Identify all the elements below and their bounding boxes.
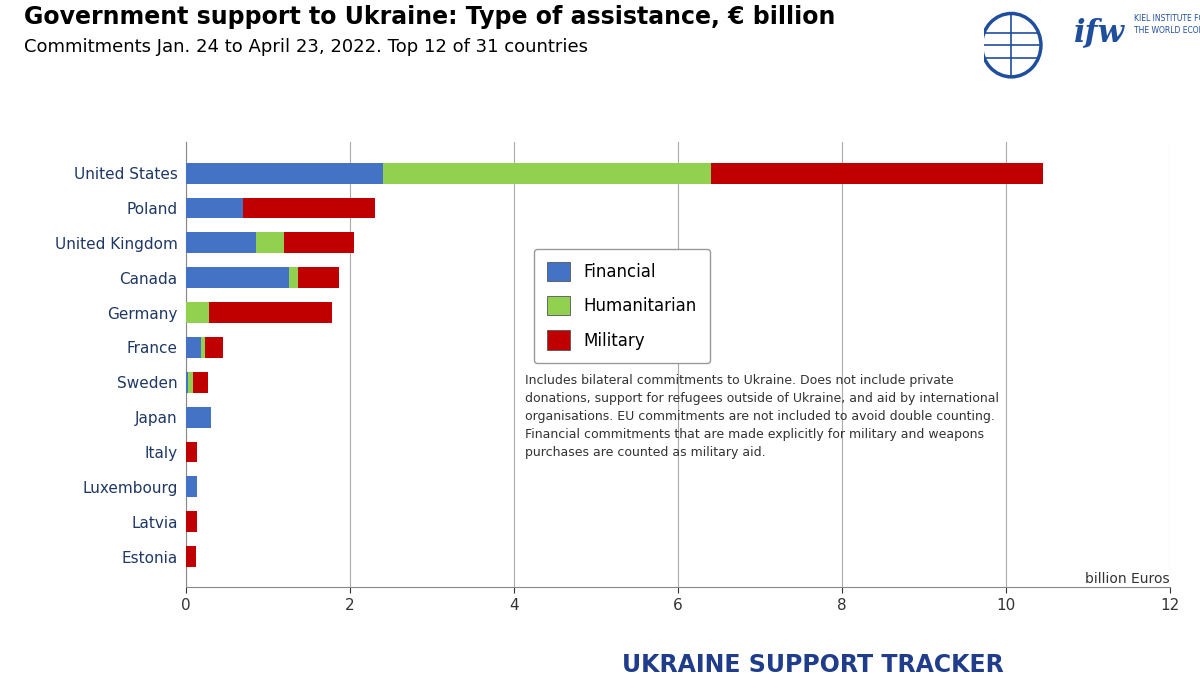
- Text: billion Euros: billion Euros: [1085, 572, 1170, 587]
- Text: Includes bilateral commitments to Ukraine. Does not include private
donations, s: Includes bilateral commitments to Ukrain…: [526, 374, 1000, 459]
- Bar: [205, 337, 223, 358]
- Bar: [186, 441, 198, 462]
- Bar: [209, 302, 332, 323]
- Bar: [186, 197, 244, 218]
- Bar: [383, 163, 710, 183]
- Legend: Financial, Humanitarian, Military: Financial, Humanitarian, Military: [534, 249, 710, 363]
- Text: Antezza et al. (2022) Kiel Working Paper: Antezza et al. (2022) Kiel Working Paper: [66, 659, 323, 672]
- Bar: [186, 372, 187, 393]
- Text: UKRAINE SUPPORT TRACKER: UKRAINE SUPPORT TRACKER: [622, 653, 1004, 678]
- Bar: [186, 512, 198, 532]
- Text: Government support to Ukraine: Type of assistance, € billion: Government support to Ukraine: Type of a…: [24, 5, 835, 29]
- Bar: [288, 268, 299, 288]
- Bar: [710, 163, 1043, 183]
- Bar: [186, 407, 211, 427]
- Text: Source:: Source:: [17, 659, 71, 672]
- Text: ifw: ifw: [1074, 17, 1126, 49]
- Text: KIEL INSTITUTE FOR
THE WORLD ECONOMY: KIEL INSTITUTE FOR THE WORLD ECONOMY: [1134, 14, 1200, 35]
- Bar: [186, 337, 200, 358]
- Bar: [256, 232, 284, 253]
- Text: Commitments Jan. 24 to April 23, 2022. Top 12 of 31 countries: Commitments Jan. 24 to April 23, 2022. T…: [24, 38, 588, 56]
- Bar: [186, 268, 288, 288]
- Bar: [284, 232, 354, 253]
- Bar: [299, 268, 340, 288]
- Bar: [244, 197, 374, 218]
- Bar: [193, 372, 208, 393]
- Bar: [186, 477, 198, 498]
- Bar: [186, 163, 383, 183]
- Bar: [200, 337, 205, 358]
- Bar: [186, 302, 209, 323]
- Bar: [186, 546, 196, 567]
- Bar: [187, 372, 193, 393]
- Bar: [186, 232, 256, 253]
